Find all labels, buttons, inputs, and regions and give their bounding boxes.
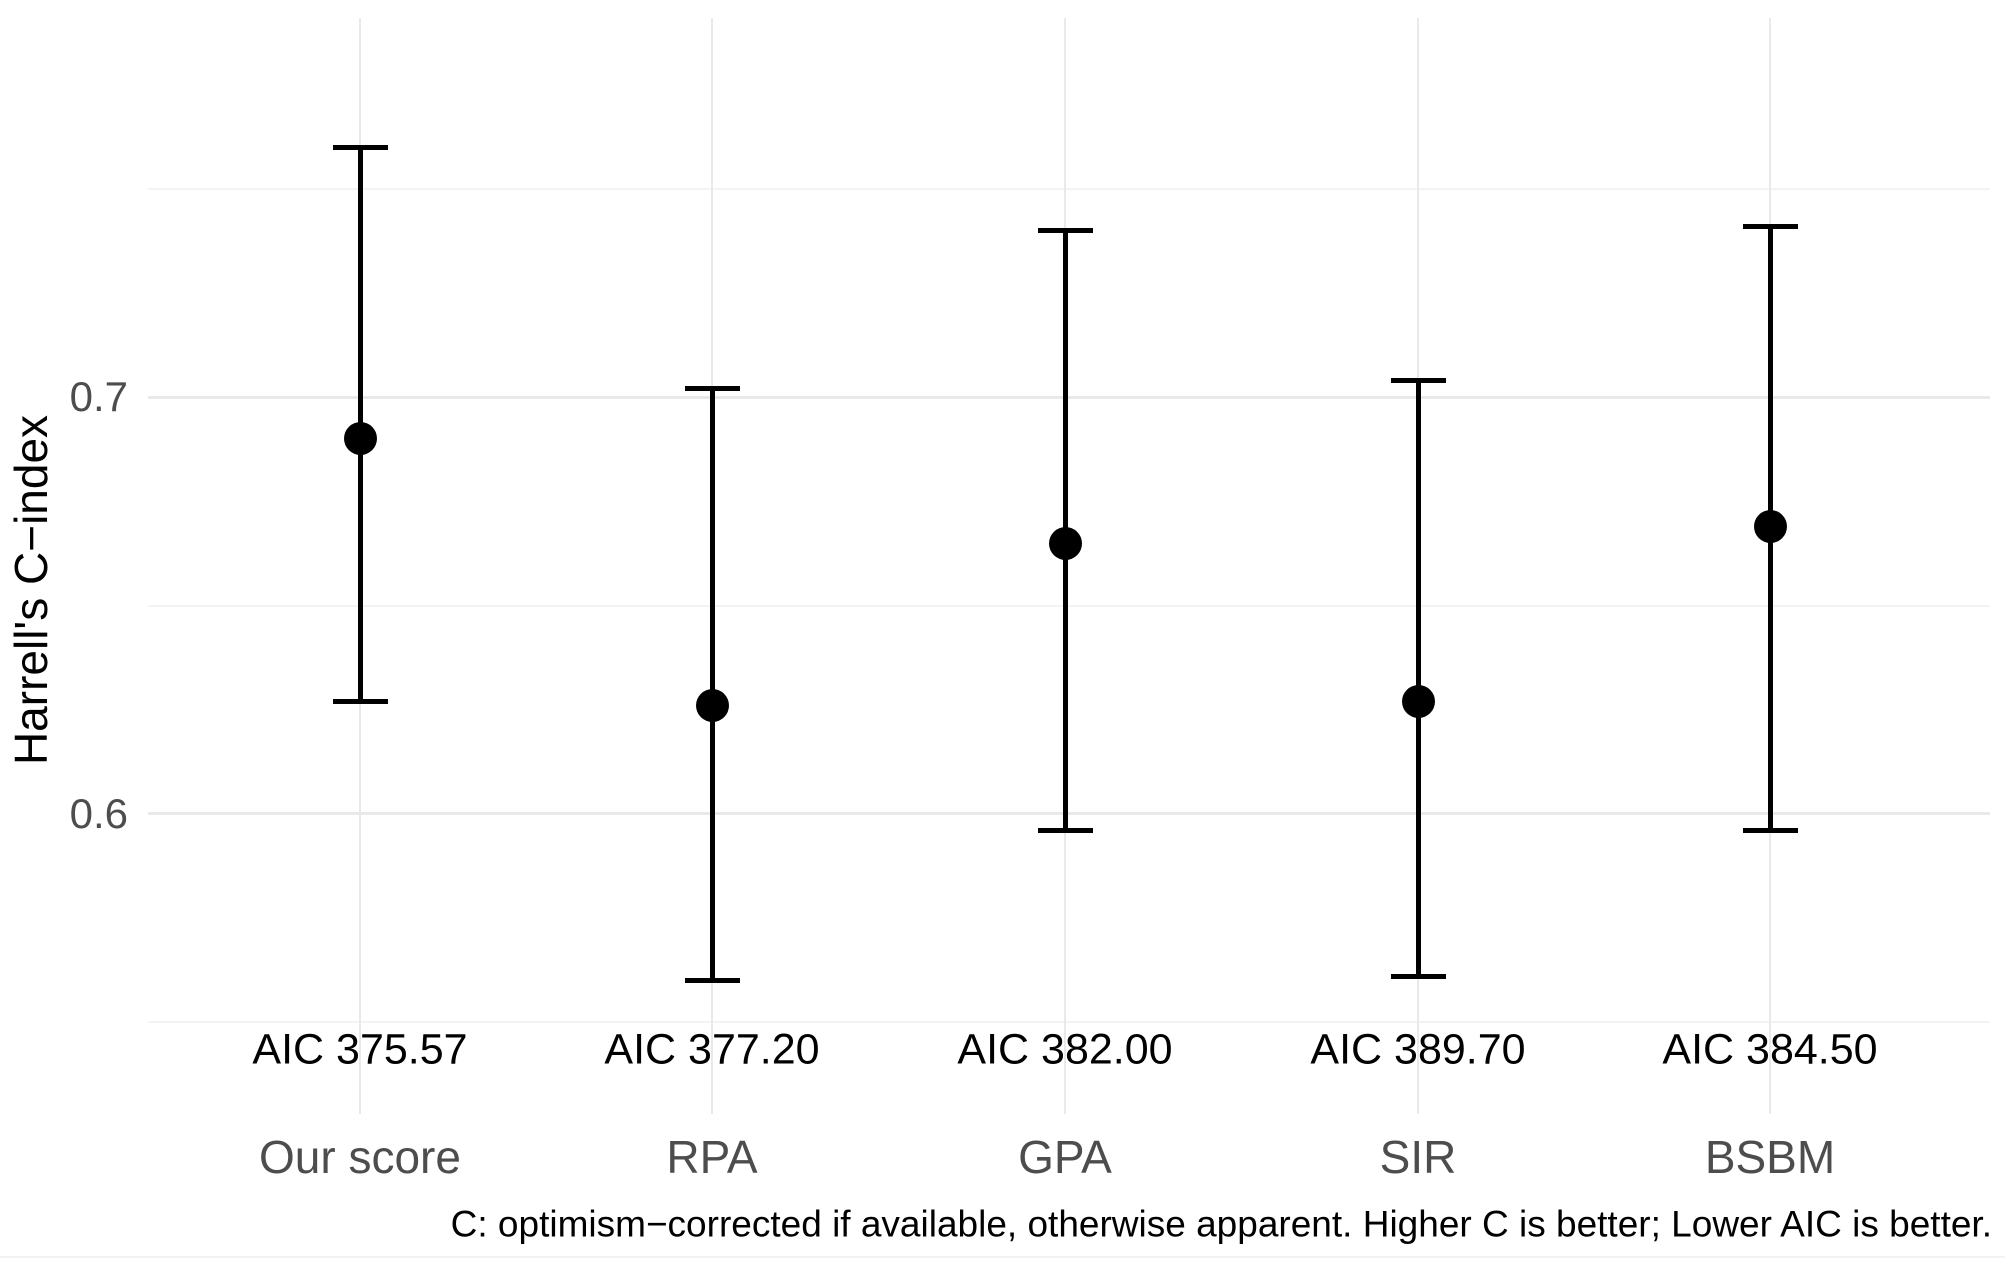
error-bar-cap-bottom (332, 698, 388, 704)
error-bar-cap-bottom (1037, 828, 1093, 834)
point-estimate (695, 689, 729, 723)
gridline-minor-horizontal (148, 187, 1990, 190)
point-estimate (1753, 509, 1787, 543)
category-label: SIR (1379, 1131, 1457, 1183)
error-bar-cap-top (1742, 223, 1798, 229)
error-bar-cap-bottom (684, 978, 740, 984)
category-label: BSBM (1704, 1131, 1836, 1183)
error-bar-line (709, 388, 715, 981)
error-bar-cap-top (1037, 228, 1093, 234)
error-bar-cap-top (684, 386, 740, 392)
aic-label: AIC 377.20 (604, 1025, 820, 1074)
figure-caption: C: optimism−corrected if available, othe… (450, 1203, 1992, 1245)
aic-label: AIC 389.70 (1310, 1025, 1526, 1074)
y-tick-label: 0.6 (69, 789, 128, 837)
aic-label: AIC 384.50 (1662, 1025, 1878, 1074)
point-estimate (1048, 526, 1082, 560)
error-bar-cap-bottom (1742, 828, 1798, 834)
point-estimate (343, 422, 377, 456)
y-tick-label: 0.7 (69, 373, 128, 421)
aic-label: AIC 382.00 (957, 1025, 1173, 1074)
error-bar-cap-top (1390, 378, 1446, 384)
error-bar-line (1415, 380, 1421, 977)
aic-label: AIC 375.57 (252, 1025, 468, 1074)
category-label: GPA (1018, 1131, 1112, 1183)
category-label: RPA (666, 1131, 758, 1183)
error-bar-cap-top (332, 144, 388, 150)
gridline-major-horizontal (148, 812, 1990, 816)
y-axis-title: Harrell's C−index (5, 414, 57, 766)
gridline-major-horizontal (148, 395, 1990, 399)
point-estimate (1401, 684, 1435, 718)
plot-panel (148, 18, 1990, 1114)
error-bar-cap-bottom (1390, 973, 1446, 979)
category-label: Our score (259, 1131, 461, 1183)
bottom-edge-line (0, 1256, 2005, 1258)
gridline-minor-horizontal (148, 1021, 1990, 1024)
gridline-minor-horizontal (148, 604, 1990, 607)
